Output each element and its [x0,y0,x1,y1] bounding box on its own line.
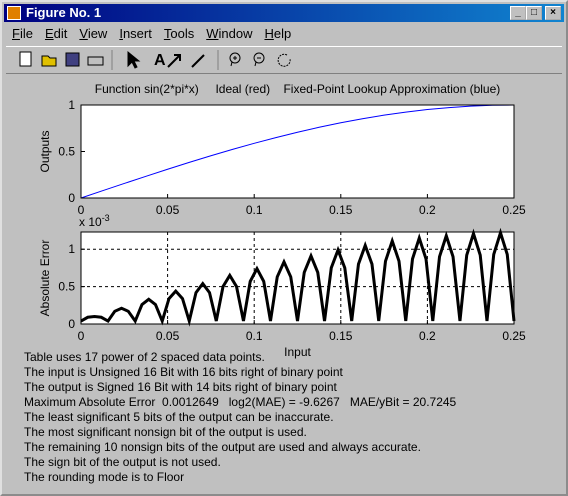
toolbar: A [6,46,562,74]
y-axis-label: Outputs [38,130,52,172]
minimize-button[interactable]: _ [510,6,526,20]
x-tick-label: 0.15 [329,203,353,217]
x-tick-label: 0.15 [329,329,353,343]
axes [81,105,514,198]
y-tick-label: 0 [68,317,75,331]
menu-item[interactable]: Help [264,26,292,41]
x-tick-label: 0.2 [419,329,436,343]
note-line: The sign bit of the output is not used. [24,455,221,469]
figure: 0 0.05 0.1 0.15 0.2 0.25 0 0.5 1 Function sin(2*p… [24,82,526,484]
y-tick-label: 0.5 [58,280,75,294]
x-tick-label: 0.25 [502,329,526,343]
menu-item[interactable]: Tools [163,26,195,41]
new-button[interactable] [19,51,32,67]
menu-item[interactable]: Insert [119,26,152,41]
select-button[interactable] [127,50,141,69]
note-line: Table uses 17 power of 2 spaced data poi… [24,350,265,364]
maximize-button[interactable]: □ [526,6,542,20]
data-line [80,104,515,199]
menu-item[interactable]: Edit [44,26,68,41]
chart-title: Function sin(2*pi*x) Ideal (red) Fixed-P… [95,82,501,96]
note-line: The output is Signed 16 Bit with 14 bits… [24,380,338,394]
x-tick-label: 0.1 [246,329,263,343]
menu-item[interactable]: View [79,26,108,41]
print-button[interactable] [87,56,104,66]
menu-item[interactable]: File [12,26,33,41]
note-line: The rounding mode is to Floor [24,470,184,484]
x-tick-label: 0.2 [419,203,436,217]
zoom-out-button[interactable] [253,52,265,67]
x-tick-label: 0.05 [156,329,180,343]
axes-frame [80,104,515,199]
axes-frame [80,231,515,325]
zoom-in-button[interactable] [229,52,241,67]
x-tick-label: 0 [78,203,85,217]
multiplier-exponent: -3 [102,213,110,223]
open-button[interactable] [41,55,57,67]
rotate-button[interactable] [277,53,291,67]
note-line: The most significant nonsign bit of the … [24,425,307,439]
note-line: The least significant 5 bits of the outp… [24,410,334,424]
menu-item[interactable]: Window [206,26,253,41]
save-button[interactable] [65,52,80,67]
window-title: Figure No. 1 [26,5,102,20]
note-line: The input is Unsigned 16 Bit with 16 bit… [24,365,344,379]
multiplier-base: x 10 [79,215,102,229]
y-tick-label: 0.5 [58,145,75,159]
y-tick-label: 1 [68,242,75,256]
line-button[interactable] [191,54,205,68]
note-line: The remaining 10 nonsign bits of the out… [24,440,421,454]
app-icon [7,6,21,20]
arrow-button[interactable] [167,54,181,68]
axis-multiplier: x 10-3 [79,213,110,229]
note-line: Maximum Absolute Error 0.0012649 log2(MA… [24,395,457,409]
menu-bar: File Edit View Insert Tools Window Help [6,24,297,44]
x-tick-label: 0.05 [156,203,180,217]
text-button[interactable]: A [154,52,166,69]
close-button[interactable]: × [545,6,561,20]
y-tick-label: 0 [68,191,75,205]
y-axis-label: Absolute Error [38,240,52,317]
x-tick-label: 0.1 [246,203,263,217]
x-tick-label: 0 [78,329,85,343]
x-axis-label: Input [284,345,311,359]
x-tick-label: 0.25 [502,203,526,217]
data-line [80,227,516,327]
title-bar: Figure No. 1 _ □ × [4,4,564,22]
y-tick-label: 1 [68,98,75,112]
